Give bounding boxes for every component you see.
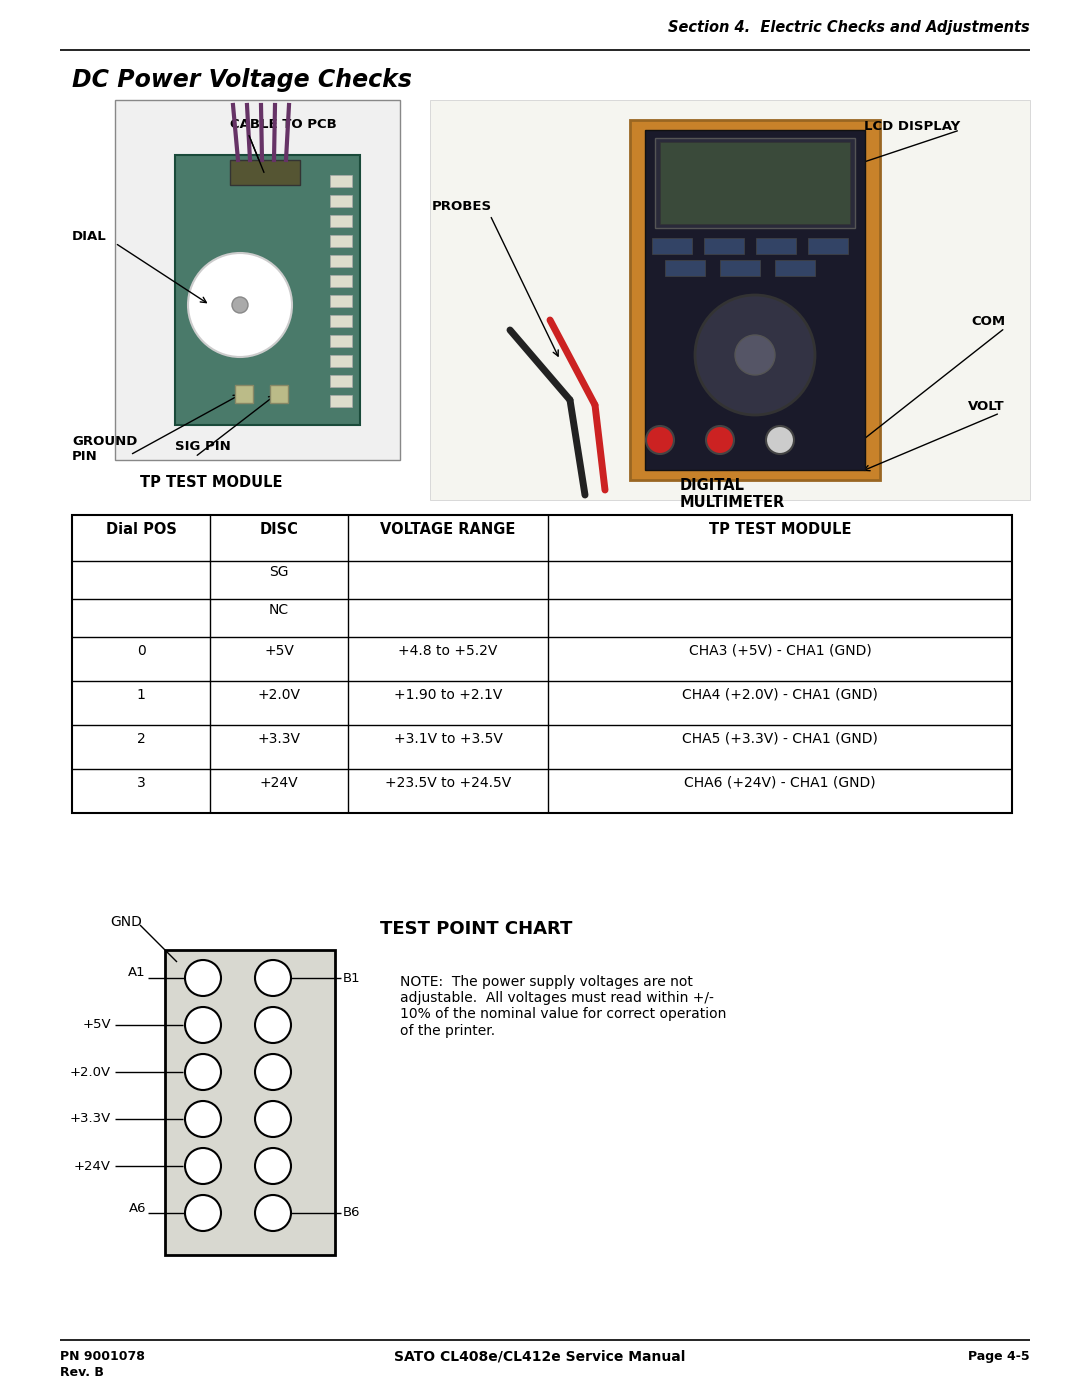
Text: CHA4 (+2.0V) - CHA1 (GND): CHA4 (+2.0V) - CHA1 (GND)	[683, 687, 878, 703]
Bar	[330, 295, 352, 307]
Text: PROBES: PROBES	[432, 200, 492, 212]
Text: NOTE:  The power supply voltages are not
adjustable.  All voltages must read wit: NOTE: The power supply voltages are not …	[400, 975, 727, 1038]
Bar	[660, 142, 850, 224]
Bar	[808, 237, 848, 254]
Circle shape	[185, 960, 221, 996]
Bar	[630, 120, 880, 481]
Text: TP TEST MODULE: TP TEST MODULE	[140, 475, 283, 490]
Bar	[330, 275, 352, 286]
Bar	[330, 196, 352, 207]
Text: 3: 3	[137, 775, 146, 789]
Circle shape	[255, 1148, 291, 1185]
Bar	[756, 237, 796, 254]
Bar	[330, 335, 352, 346]
Circle shape	[706, 426, 734, 454]
Circle shape	[185, 1194, 221, 1231]
Bar	[330, 175, 352, 187]
Circle shape	[255, 1194, 291, 1231]
Bar	[330, 215, 352, 226]
Bar	[235, 386, 253, 402]
Text: GND: GND	[110, 915, 141, 929]
Circle shape	[185, 1101, 221, 1137]
Circle shape	[255, 1053, 291, 1090]
Text: SATO CL408e/CL412e Service Manual: SATO CL408e/CL412e Service Manual	[394, 1350, 686, 1363]
Text: SG: SG	[269, 564, 288, 578]
Text: +3.3V: +3.3V	[70, 1112, 111, 1126]
Text: +5V: +5V	[265, 644, 294, 658]
Circle shape	[696, 295, 815, 415]
Text: +1.90 to +2.1V: +1.90 to +2.1V	[394, 687, 502, 703]
Text: 0: 0	[137, 644, 146, 658]
Bar	[330, 314, 352, 327]
Text: VOLT: VOLT	[969, 400, 1005, 414]
Text: DIAL: DIAL	[72, 231, 107, 243]
Bar	[72, 515, 1012, 813]
Text: Section 4.  Electric Checks and Adjustments: Section 4. Electric Checks and Adjustmen…	[669, 20, 1030, 35]
Bar	[704, 237, 744, 254]
Text: PN 9001078: PN 9001078	[60, 1350, 145, 1363]
Circle shape	[735, 335, 775, 374]
Text: SIG PIN: SIG PIN	[175, 440, 231, 453]
Text: A6: A6	[129, 1201, 146, 1214]
Bar	[652, 237, 692, 254]
Circle shape	[185, 1007, 221, 1044]
Bar	[645, 130, 865, 469]
Text: DC Power Voltage Checks: DC Power Voltage Checks	[72, 68, 411, 92]
Circle shape	[255, 960, 291, 996]
Text: CABLE TO PCB: CABLE TO PCB	[230, 117, 337, 131]
Text: B6: B6	[343, 1207, 361, 1220]
Circle shape	[646, 426, 674, 454]
Circle shape	[255, 1101, 291, 1137]
Bar	[270, 386, 288, 402]
Text: TEST POINT CHART: TEST POINT CHART	[380, 921, 572, 937]
Text: CHA3 (+5V) - CHA1 (GND): CHA3 (+5V) - CHA1 (GND)	[689, 644, 872, 658]
Text: +24V: +24V	[75, 1160, 111, 1172]
Text: +2.0V: +2.0V	[70, 1066, 111, 1078]
Text: B1: B1	[343, 971, 361, 985]
Text: +3.1V to +3.5V: +3.1V to +3.5V	[393, 732, 502, 746]
Text: GROUND
PIN: GROUND PIN	[72, 434, 137, 462]
Text: +3.3V: +3.3V	[257, 732, 300, 746]
Bar	[665, 260, 705, 277]
Bar	[114, 101, 400, 460]
Bar	[775, 260, 815, 277]
Circle shape	[766, 426, 794, 454]
Bar	[330, 395, 352, 407]
Bar	[330, 235, 352, 247]
Text: Rev. B: Rev. B	[60, 1366, 104, 1379]
Bar	[330, 355, 352, 367]
Bar	[720, 260, 760, 277]
Text: CHA6 (+24V) - CHA1 (GND): CHA6 (+24V) - CHA1 (GND)	[685, 775, 876, 789]
Circle shape	[232, 298, 248, 313]
Bar	[330, 374, 352, 387]
Bar	[654, 138, 855, 228]
Bar	[230, 161, 300, 184]
Text: 2: 2	[137, 732, 146, 746]
Text: TP TEST MODULE: TP TEST MODULE	[708, 521, 851, 536]
Text: CHA5 (+3.3V) - CHA1 (GND): CHA5 (+3.3V) - CHA1 (GND)	[683, 732, 878, 746]
Text: Page 4-5: Page 4-5	[969, 1350, 1030, 1363]
Circle shape	[255, 1007, 291, 1044]
Circle shape	[185, 1053, 221, 1090]
Bar	[165, 950, 335, 1255]
Text: +4.8 to +5.2V: +4.8 to +5.2V	[399, 644, 498, 658]
Text: COM: COM	[971, 314, 1005, 328]
Text: +2.0V: +2.0V	[257, 687, 300, 703]
Text: Dial POS: Dial POS	[106, 521, 176, 536]
Circle shape	[188, 253, 292, 358]
Text: +24V: +24V	[259, 775, 298, 789]
Text: DIGITAL
MULTIMETER: DIGITAL MULTIMETER	[680, 478, 785, 510]
Text: VOLTAGE RANGE: VOLTAGE RANGE	[380, 521, 515, 536]
Text: NC: NC	[269, 604, 289, 617]
Text: LCD DISPLAY: LCD DISPLAY	[864, 120, 960, 133]
Text: A1: A1	[129, 967, 146, 979]
Bar	[430, 101, 1030, 500]
Text: +5V: +5V	[82, 1018, 111, 1031]
Bar	[175, 155, 360, 425]
Bar	[330, 256, 352, 267]
Text: 1: 1	[136, 687, 146, 703]
Circle shape	[185, 1148, 221, 1185]
Text: +23.5V to +24.5V: +23.5V to +24.5V	[384, 775, 511, 789]
Text: DISC: DISC	[259, 521, 298, 536]
